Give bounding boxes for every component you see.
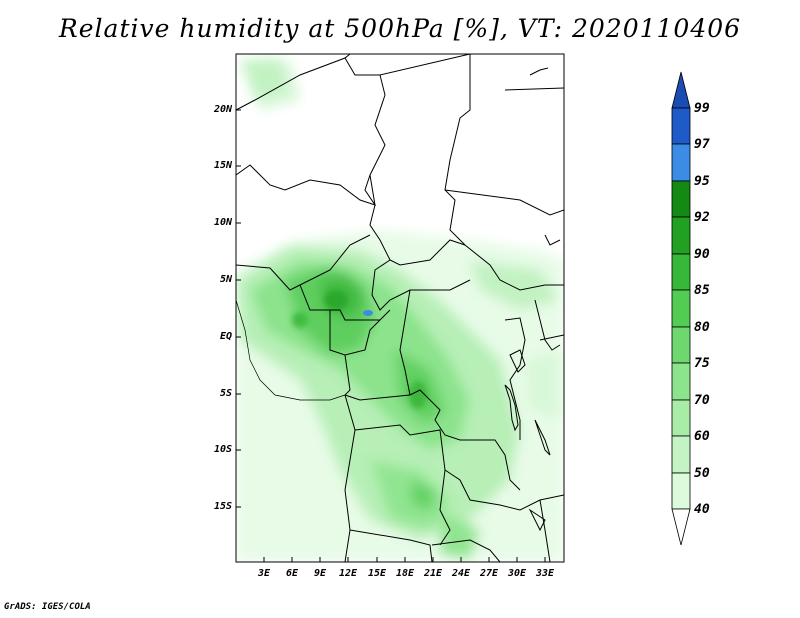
lon-label: 24E [451, 568, 471, 579]
lat-label: 20N [213, 104, 232, 115]
lon-label: 3E [257, 568, 271, 579]
colorbar [671, 71, 691, 546]
lon-label: 27E [479, 568, 499, 579]
colorbar-label: 75 [694, 356, 710, 371]
lat-label: 10S [213, 444, 232, 455]
credit-text: GrADS: IGES/COLA [4, 602, 91, 612]
country-borders [236, 54, 564, 562]
lon-label: 21E [423, 568, 443, 579]
lon-label: 6E [285, 568, 299, 579]
colorbar-label: 40 [694, 502, 710, 517]
lakes [504, 67, 561, 532]
lat-label: EQ [219, 331, 232, 342]
colorbar-label: 92 [694, 210, 710, 225]
lon-label: 15E [367, 568, 387, 579]
colorbar-label: 97 [694, 137, 710, 152]
lon-label: 30E [507, 568, 527, 579]
colorbar-label: 60 [694, 429, 710, 444]
humidity-field [236, 54, 564, 562]
colorbar-label: 95 [694, 174, 710, 189]
lat-label: 5S [219, 388, 232, 399]
map-frame [235, 53, 565, 563]
lat-label: 15S [213, 501, 232, 512]
lat-label: 5N [219, 274, 232, 285]
lat-label: 10N [213, 217, 232, 228]
lon-label: 18E [395, 568, 415, 579]
lat-label: 15N [213, 160, 232, 171]
lon-label: 12E [338, 568, 358, 579]
colorbar-label: 50 [694, 466, 710, 481]
colorbar-label: 90 [694, 247, 710, 262]
colorbar-label: 70 [694, 393, 710, 408]
colorbar-label: 85 [694, 283, 710, 298]
colorbar-label: 80 [694, 320, 710, 335]
map-title: Relative humidity at 500hPa [%], VT: 202… [58, 14, 742, 43]
colorbar-label: 99 [694, 101, 710, 116]
lon-label: 33E [535, 568, 555, 579]
lon-label: 9E [313, 568, 327, 579]
axis-ticks [236, 109, 546, 562]
